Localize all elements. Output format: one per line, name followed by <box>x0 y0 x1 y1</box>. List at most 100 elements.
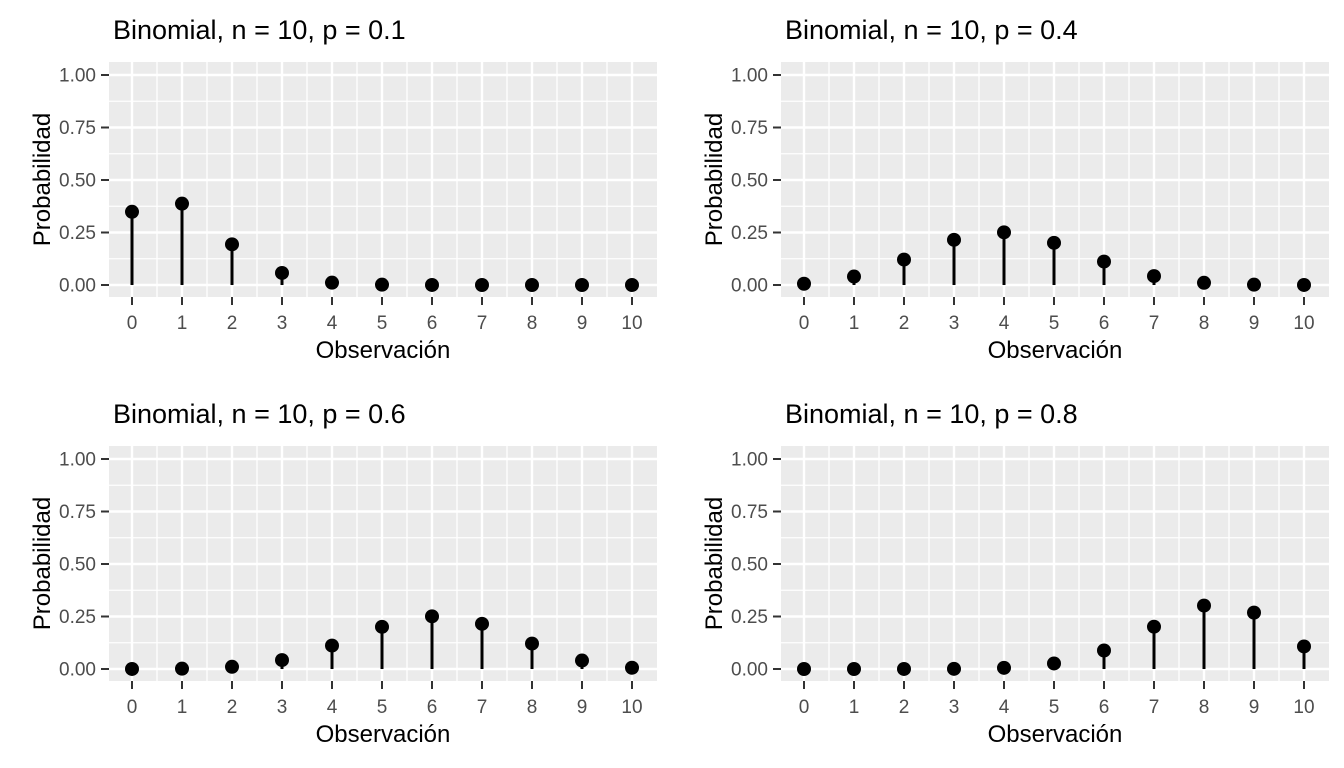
data-point <box>375 277 389 292</box>
x-tick-label: 6 <box>1099 313 1110 334</box>
data-point <box>1147 269 1161 284</box>
data-point <box>1097 254 1111 269</box>
data-point <box>897 252 911 267</box>
y-tick-label: 0.75 <box>59 118 96 139</box>
x-tick-label: 5 <box>1049 697 1060 718</box>
x-tick-label: 3 <box>949 313 960 334</box>
data-point <box>1147 619 1161 634</box>
y-tick-label: 0.00 <box>731 660 768 681</box>
y-axis-title: Probabilidad <box>701 113 728 246</box>
data-point <box>575 278 589 292</box>
y-tick-label: 0.25 <box>59 223 96 244</box>
y-tick-label: 1.00 <box>731 450 768 471</box>
data-point <box>1197 275 1211 290</box>
data-point <box>625 278 639 292</box>
x-tick-label: 1 <box>177 313 188 334</box>
y-tick-label: 0.25 <box>59 607 96 628</box>
panel-binomial-p-0-4: 0.00 0.25 0.50 0.75 1.00 0 1 2 3 4 5 6 7 8 9 10 Binomial… <box>672 0 1344 384</box>
x-tick-label: 0 <box>127 697 138 718</box>
y-tick-label: 0.00 <box>59 276 96 297</box>
x-tick-label: 2 <box>227 697 238 718</box>
x-tick-label: 0 <box>799 697 810 718</box>
y-tick-label: 0.75 <box>731 118 768 139</box>
data-point <box>425 277 439 292</box>
data-point <box>947 232 961 247</box>
data-point <box>1247 277 1261 292</box>
y-axis-title: Probabilidad <box>29 113 56 246</box>
data-point <box>997 660 1011 675</box>
y-tick-label: 0.25 <box>731 223 768 244</box>
data-point <box>897 661 911 676</box>
x-tick-label: 7 <box>1149 313 1160 334</box>
chart-binomial-p-0-6: 0.00 0.25 0.50 0.75 1.00 0 1 2 3 4 5 6 7 8 9 10 Binomial… <box>29 399 657 748</box>
x-tick-label: 4 <box>999 697 1010 718</box>
data-point <box>575 653 589 668</box>
data-point <box>225 237 239 252</box>
x-tick-label: 2 <box>899 313 910 334</box>
y-tick-label: 0.25 <box>731 607 768 628</box>
x-tick-label: 8 <box>1199 313 1210 334</box>
x-tick-label: 10 <box>1293 697 1314 718</box>
x-tick-label: 9 <box>1249 697 1260 718</box>
y-tick-label: 0.75 <box>731 502 768 523</box>
chart-binomial-p-0-8: 0.00 0.25 0.50 0.75 1.00 0 1 2 3 4 5 6 7 8 9 10 Binomial… <box>701 399 1329 748</box>
data-point <box>847 269 861 284</box>
data-point <box>1297 639 1311 654</box>
x-tick-label: 5 <box>1049 313 1060 334</box>
x-tick-label: 6 <box>1099 697 1110 718</box>
data-point <box>625 660 639 675</box>
panel-binomial-p-0-8: 0.00 0.25 0.50 0.75 1.00 0 1 2 3 4 5 6 7 8 9 10 Binomial… <box>672 384 1344 768</box>
y-tick-label: 0.50 <box>59 171 96 192</box>
data-point <box>947 661 961 676</box>
x-tick-label: 9 <box>577 313 588 334</box>
y-axis-title: Probabilidad <box>29 497 56 630</box>
data-point <box>525 636 539 651</box>
x-tick-label: 6 <box>427 313 438 334</box>
data-point <box>475 278 489 292</box>
y-tick-label: 0.00 <box>731 276 768 297</box>
x-tick-label: 5 <box>377 697 388 718</box>
data-point <box>125 661 139 676</box>
chart-binomial-p-0-1: 0.00 0.25 0.50 0.75 1.00 0 1 2 3 4 5 6 7 8 9 10 Binomial… <box>29 15 657 364</box>
data-point <box>375 619 389 634</box>
y-tick-label: 1.00 <box>59 66 96 87</box>
x-axis-title: Observación <box>988 721 1123 748</box>
y-tick-label: 1.00 <box>731 66 768 87</box>
x-axis-title: Observación <box>316 721 451 748</box>
y-tick-label: 0.00 <box>59 660 96 681</box>
data-point <box>325 638 339 653</box>
x-tick-label: 0 <box>799 313 810 334</box>
x-tick-label: 5 <box>377 313 388 334</box>
x-tick-label: 10 <box>621 697 642 718</box>
x-tick-label: 4 <box>327 697 338 718</box>
x-tick-label: 7 <box>477 313 488 334</box>
x-tick-label: 2 <box>899 697 910 718</box>
x-axis-title: Observación <box>988 337 1123 364</box>
x-tick-label: 4 <box>327 313 338 334</box>
x-tick-label: 9 <box>577 697 588 718</box>
x-tick-label: 7 <box>1149 697 1160 718</box>
y-tick-label: 0.50 <box>731 555 768 576</box>
data-point <box>1097 643 1111 658</box>
x-tick-label: 4 <box>999 313 1010 334</box>
data-point <box>1297 277 1311 292</box>
x-tick-label: 3 <box>277 313 288 334</box>
data-point <box>175 661 189 676</box>
data-point <box>125 204 139 219</box>
x-tick-label: 3 <box>949 697 960 718</box>
data-point <box>175 196 189 211</box>
data-point <box>797 276 811 291</box>
data-point <box>525 278 539 292</box>
y-tick-label: 0.75 <box>59 502 96 523</box>
x-tick-label: 6 <box>427 697 438 718</box>
data-point <box>425 609 439 624</box>
chart-binomial-p-0-4: 0.00 0.25 0.50 0.75 1.00 0 1 2 3 4 5 6 7 8 9 10 Binomial… <box>701 15 1329 364</box>
x-tick-label: 1 <box>849 697 860 718</box>
y-tick-label: 0.50 <box>731 171 768 192</box>
chart-title: Binomial, n = 10, p = 0.6 <box>113 399 406 429</box>
data-point <box>1047 235 1061 250</box>
data-point <box>275 653 289 668</box>
panel-binomial-p-0-1: 0.00 0.25 0.50 0.75 1.00 0 1 2 3 4 5 6 7 8 9 10 Binomial… <box>0 0 672 384</box>
x-tick-label: 10 <box>621 313 642 334</box>
